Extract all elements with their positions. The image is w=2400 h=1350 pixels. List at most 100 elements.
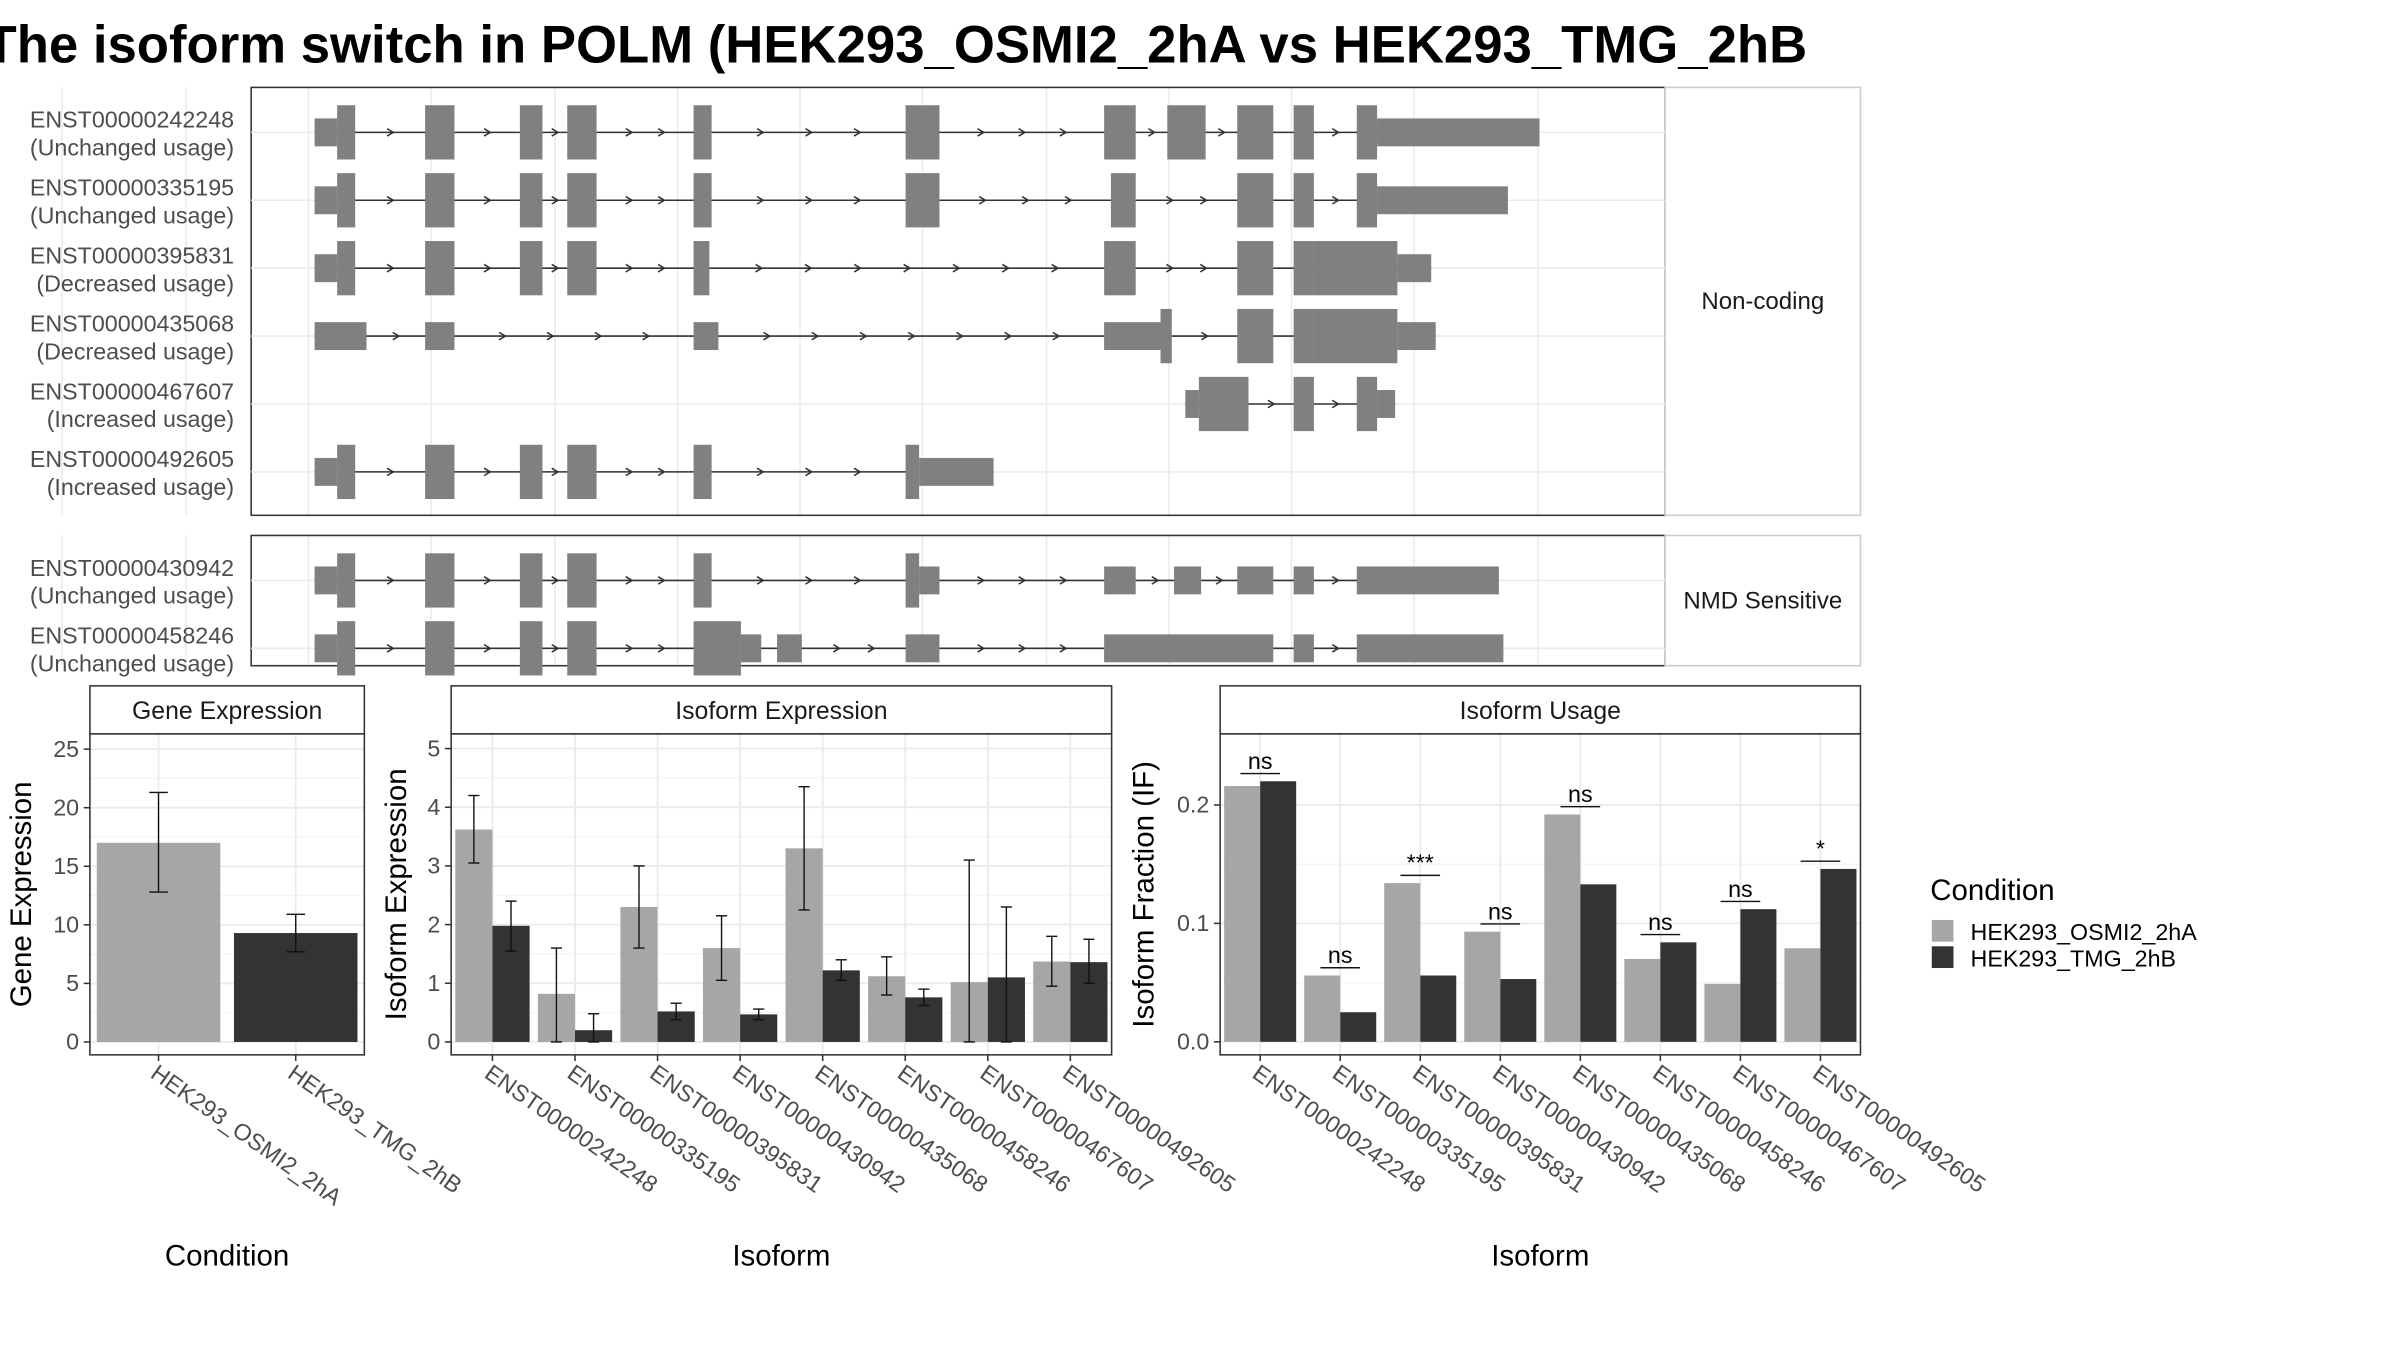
y-tick-label: 4: [427, 794, 440, 820]
direction-arrow: [853, 127, 862, 137]
direction-arrow: [853, 195, 862, 205]
exon-block: [1397, 322, 1436, 351]
isoform-id-label: ENST00000430942: [30, 555, 234, 581]
exon-block: [425, 553, 455, 608]
exon-block: [314, 254, 338, 283]
significance-label: ns: [1328, 942, 1353, 968]
exon-block: [337, 241, 356, 296]
isoform-usage-label: (Decreased usage): [36, 338, 234, 364]
exon-block: [1293, 173, 1314, 228]
isoform-usage-label: (Unchanged usage): [30, 651, 234, 677]
bar: [1340, 1012, 1377, 1042]
direction-arrow: [1059, 643, 1068, 653]
exon-block: [519, 241, 543, 296]
exon-block: [519, 621, 543, 676]
direction-arrow: [1018, 127, 1027, 137]
bar: [455, 829, 493, 1042]
exon-block: [1293, 241, 1314, 296]
exon-block: [1313, 241, 1398, 296]
direction-arrow: [853, 576, 862, 585]
direction-arrow: [642, 331, 651, 341]
isoform-id-label: ENST00000335195: [30, 175, 234, 201]
bar: [1544, 814, 1581, 1042]
isoform-id-label: ENST00000242248: [30, 107, 234, 133]
isoform-usage-label: (Unchanged usage): [30, 583, 234, 609]
direction-arrow: [483, 263, 492, 273]
exon-block: [425, 322, 455, 351]
figure-title: The isoform switch in POLM (HEK293_OSMI2…: [0, 16, 1807, 75]
direction-arrow: [657, 263, 666, 273]
direction-arrow: [483, 127, 492, 137]
y-tick-label: 0.2: [1177, 792, 1209, 818]
direction-arrow: [952, 263, 961, 273]
bar: [1820, 868, 1857, 1042]
isoform-id-label: ENST00000458246: [30, 623, 234, 649]
direction-arrow: [805, 576, 814, 585]
direction-arrow: [853, 263, 863, 273]
panel-background: [251, 87, 1666, 516]
exon-block: [919, 566, 940, 595]
isoform-expression-chart: Isoform Expression012345ENST00000242248E…: [380, 685, 1240, 1273]
direction-arrow: [386, 467, 395, 477]
direction-arrow: [1331, 576, 1340, 585]
direction-arrow: [657, 576, 666, 585]
direction-arrow: [1021, 195, 1030, 205]
direction-arrow: [625, 195, 634, 205]
direction-arrow: [1151, 576, 1160, 585]
exon-block: [337, 173, 356, 228]
direction-arrow: [1064, 195, 1073, 205]
direction-arrow: [1199, 195, 1208, 205]
direction-arrow: [859, 331, 868, 341]
isoform-usage-chart: Isoform Usagensns***nsnsnsns*0.00.10.2EN…: [1127, 685, 1991, 1273]
isoform-id-label: ENST00000435068: [30, 310, 234, 336]
y-tick-label: 0: [66, 1029, 79, 1055]
bar: [1384, 883, 1421, 1042]
facet-title-strip: [1219, 685, 1862, 735]
exon-block: [1356, 173, 1378, 228]
exon-block: [314, 634, 338, 663]
exon-block: [1397, 254, 1432, 283]
direction-arrow: [1331, 643, 1340, 653]
exon-block: [1104, 241, 1136, 296]
exon-block: [519, 553, 543, 608]
exon-block: [693, 241, 710, 296]
exon-block: [1160, 308, 1172, 364]
isoform-track: ENST00000430942(Unchanged usage): [30, 553, 1666, 609]
direction-arrow: [1217, 127, 1227, 137]
exon-block: [314, 186, 338, 215]
exon-block: [1293, 308, 1314, 364]
y-tick-label: 1: [427, 970, 440, 996]
exon-block: [314, 566, 338, 595]
direction-arrow: [804, 263, 813, 273]
direction-arrow: [483, 576, 492, 585]
direction-arrow: [763, 331, 772, 341]
facet-strip: [1664, 86, 1862, 517]
direction-arrow: [1166, 263, 1175, 273]
direction-arrow: [853, 467, 862, 477]
exon-block: [777, 634, 802, 663]
facet-title-strip: [89, 685, 366, 735]
exon-block: [1104, 566, 1136, 595]
direction-arrow: [1052, 331, 1061, 341]
direction-arrow: [551, 127, 560, 137]
direction-arrow: [1004, 331, 1013, 341]
direction-arrow: [955, 331, 965, 341]
exon-block: [1293, 634, 1314, 663]
y-tick-label: 3: [427, 853, 440, 879]
exon-block: [425, 241, 455, 296]
direction-arrow: [625, 467, 634, 477]
exon-block: [567, 241, 597, 296]
exon-block: [905, 105, 940, 160]
exon-block: [693, 173, 712, 228]
exon-block: [1185, 390, 1199, 418]
isoform-id-label: ENST00000395831: [30, 243, 234, 269]
direction-arrow: [625, 263, 634, 273]
direction-arrow: [392, 331, 401, 341]
isoform-usage-label: (Increased usage): [47, 474, 234, 500]
direction-arrow: [1166, 195, 1175, 205]
exon-block: [1313, 308, 1398, 364]
isoform-id-label: ENST00000467607: [30, 378, 234, 404]
exon-block: [740, 634, 762, 663]
y-axis-title: Gene Expression: [5, 781, 38, 1007]
exon-block: [1237, 566, 1274, 595]
